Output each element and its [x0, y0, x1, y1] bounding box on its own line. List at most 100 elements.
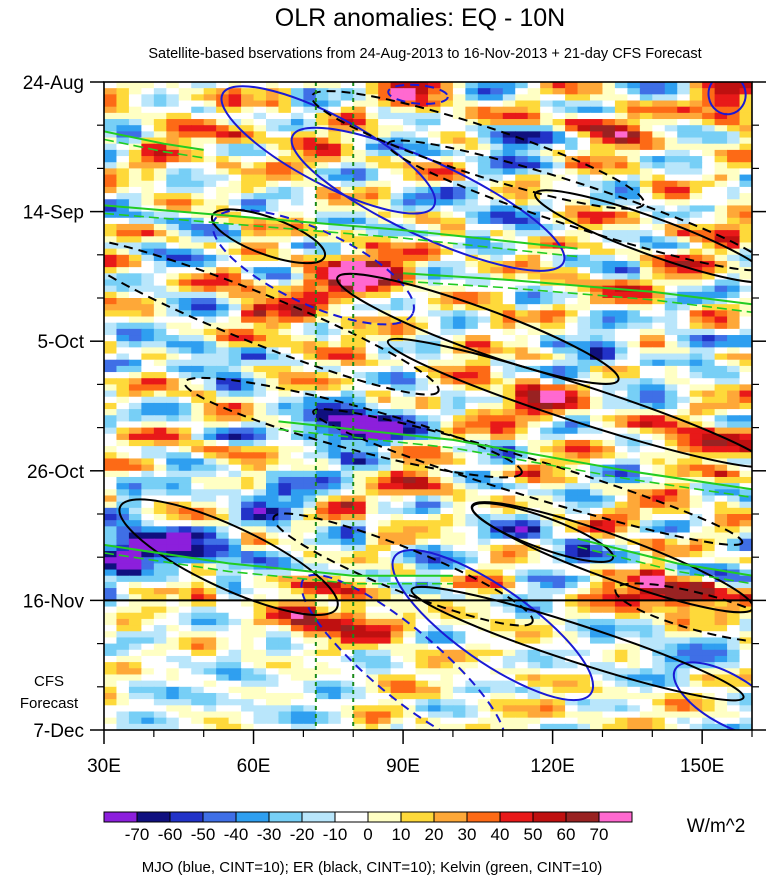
- field-cell: [278, 304, 292, 311]
- field-cell: [128, 353, 142, 361]
- field-cell: [178, 427, 192, 435]
- field-cell: [490, 125, 504, 132]
- field-cell: [714, 384, 728, 392]
- field-cell: [166, 476, 180, 484]
- field-cell: [141, 563, 155, 571]
- field-cell: [241, 594, 255, 601]
- field-cell: [178, 131, 192, 139]
- field-cell: [253, 575, 267, 583]
- field-cell: [727, 285, 741, 293]
- field-cell: [739, 279, 752, 287]
- field-cell: [203, 575, 217, 583]
- field-cell: [428, 273, 442, 281]
- field-cell: [390, 655, 404, 663]
- field-cell: [216, 193, 230, 200]
- field-cell: [116, 575, 130, 583]
- field-cell: [440, 365, 454, 373]
- field-cell: [565, 186, 579, 194]
- field-cell: [652, 174, 666, 182]
- field-cell: [116, 532, 130, 540]
- field-cell: [116, 668, 130, 676]
- field-cell: [702, 143, 716, 151]
- field-cell: [365, 149, 379, 157]
- field-cell: [166, 100, 180, 108]
- field-cell: [527, 396, 541, 404]
- field-cell: [452, 279, 466, 287]
- field-cell: [290, 186, 304, 194]
- field-cell: [639, 186, 653, 194]
- field-cell: [128, 514, 142, 521]
- field-cell: [552, 254, 566, 262]
- field-cell: [116, 643, 130, 651]
- field-cell: [253, 186, 267, 194]
- field-cell: [527, 119, 541, 126]
- field-cell: [677, 631, 691, 639]
- field-cell: [153, 421, 167, 429]
- field-cell: [627, 439, 641, 447]
- field-cell: [652, 668, 666, 676]
- field-cell: [440, 174, 454, 182]
- field-cell: [353, 458, 367, 466]
- field-cell: [627, 341, 641, 348]
- field-cell: [577, 372, 591, 379]
- field-cell: [353, 606, 367, 614]
- field-cell: [290, 328, 304, 336]
- field-cell: [415, 526, 429, 534]
- field-cell: [502, 421, 516, 429]
- field-cell: [565, 267, 579, 274]
- field-cell: [664, 538, 678, 546]
- field-cell: [577, 119, 591, 126]
- field-cell: [664, 483, 678, 490]
- field-cell: [590, 242, 604, 250]
- field-cell: [477, 335, 491, 342]
- field-cell: [515, 668, 529, 676]
- field-cell: [328, 396, 342, 404]
- field-cell: [178, 514, 192, 521]
- field-cell: [714, 341, 728, 348]
- field-cell: [527, 168, 541, 176]
- field-cell: [540, 631, 554, 639]
- field-cell: [203, 538, 217, 546]
- field-cell: [315, 594, 329, 601]
- field-cell: [104, 82, 118, 89]
- field-cell: [689, 544, 703, 552]
- field-cell: [116, 347, 130, 355]
- field-cell: [403, 439, 417, 447]
- field-cell: [228, 131, 242, 139]
- field-cell: [191, 409, 205, 416]
- field-cell: [128, 427, 142, 435]
- field-cell: [428, 310, 442, 318]
- field-cell: [502, 186, 516, 194]
- field-cell: [727, 575, 741, 583]
- field-cell: [253, 649, 267, 657]
- field-cell: [191, 347, 205, 355]
- field-cell: [614, 119, 628, 126]
- field-cell: [203, 223, 217, 231]
- field-cell: [540, 162, 554, 169]
- field-cell: [328, 230, 342, 237]
- field-cell: [727, 372, 741, 379]
- field-cell: [639, 372, 653, 379]
- field-cell: [141, 637, 155, 645]
- field-cell: [191, 446, 205, 453]
- field-cell: [689, 162, 703, 169]
- field-cell: [490, 372, 504, 379]
- field-cell: [128, 260, 142, 268]
- field-cell: [116, 322, 130, 330]
- field-cell: [727, 193, 741, 200]
- field-cell: [552, 458, 566, 466]
- field-cell: [153, 230, 167, 237]
- field-cell: [128, 600, 142, 608]
- field-cell: [178, 520, 192, 527]
- field-cell: [490, 347, 504, 355]
- field-cell: [116, 655, 130, 663]
- field-cell: [415, 353, 429, 361]
- field-cell: [677, 470, 691, 478]
- field-cell: [515, 458, 529, 466]
- field-cell: [565, 335, 579, 342]
- field-cell: [639, 94, 653, 102]
- field-cell: [552, 396, 566, 404]
- field-cell: [290, 532, 304, 540]
- field-cell: [365, 581, 379, 589]
- field-cell: [689, 427, 703, 435]
